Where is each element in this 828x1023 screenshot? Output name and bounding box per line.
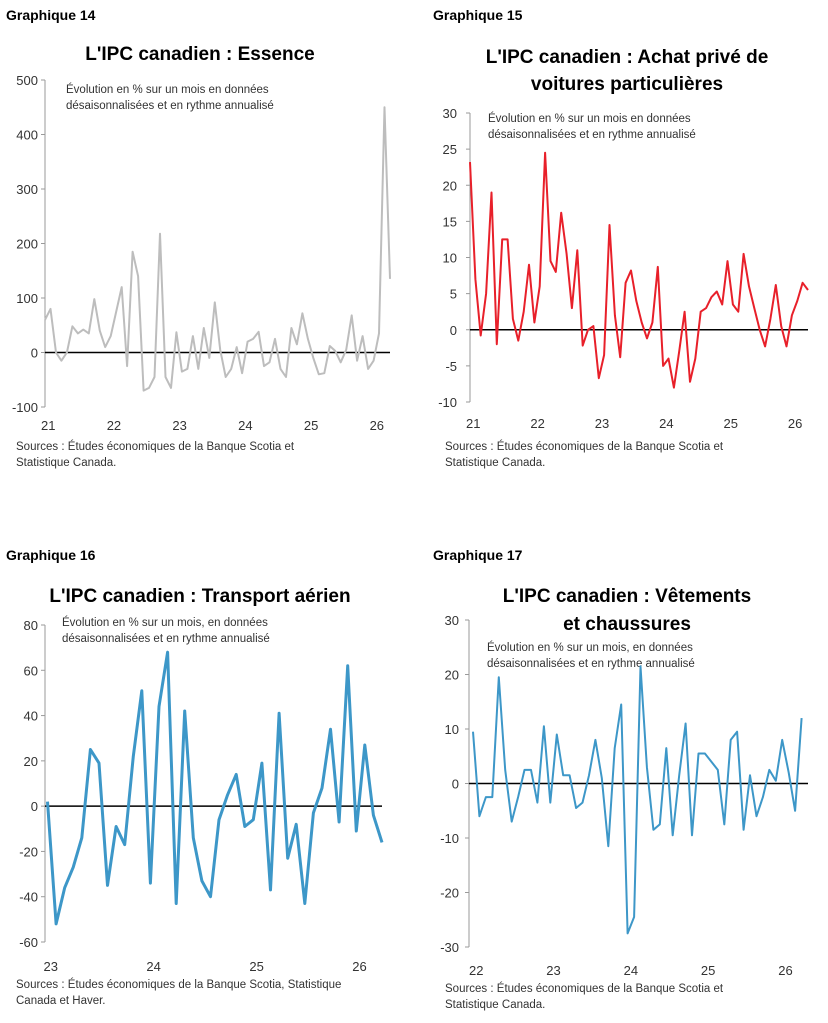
y-tick-label: -40	[19, 890, 38, 905]
x-tick-label: 21	[41, 418, 55, 433]
x-tick-label: 22	[530, 416, 544, 431]
x-tick-label: 25	[724, 416, 738, 431]
source-note: Sources : Études économiques de la Banqu…	[445, 440, 724, 453]
y-tick-label: 200	[16, 237, 38, 252]
chart-title: L'IPC canadien : Essence	[85, 44, 314, 65]
y-tick-label: 10	[445, 722, 459, 737]
x-tick-label: 25	[249, 959, 263, 974]
x-tick-label: 23	[546, 963, 560, 978]
x-tick-label: 25	[304, 418, 318, 433]
x-tick-label: 26	[370, 418, 384, 433]
chart-panel-1: Graphique 14 L'IPC canadien : Essence Évol…	[6, 7, 391, 469]
chart-title: L'IPC canadien : Achat privé de	[486, 47, 769, 68]
panel-label: Graphique 15	[433, 7, 523, 23]
series-line	[44, 106, 391, 392]
panel-label: Graphique 16	[6, 547, 96, 563]
x-tick-label: 22	[107, 418, 121, 433]
y-tick-label: 20	[24, 754, 38, 769]
y-tick-label: -10	[440, 831, 459, 846]
chart-title: voitures particulières	[531, 74, 723, 95]
y-tick-label: 0	[31, 799, 38, 814]
y-tick-label: -100	[12, 400, 38, 415]
source-note: Sources : Études économiques de la Banqu…	[16, 440, 295, 453]
chart-subtitle: désaisonnalisées et en rythme annualisé	[488, 129, 696, 141]
x-tick-label: 24	[659, 416, 673, 431]
x-tick-label: 26	[778, 963, 792, 978]
series-line	[46, 650, 384, 926]
y-tick-label: 0	[31, 346, 38, 361]
y-tick-label: -20	[440, 886, 459, 901]
y-tick-label: -30	[440, 940, 459, 955]
chart-subtitle: désaisonnalisées et en rythme annualisé	[66, 100, 274, 112]
x-tick-label: 24	[624, 963, 638, 978]
x-tick-label: 23	[44, 959, 58, 974]
chart-subtitle: Évolution en % sur un mois, en données	[487, 641, 693, 654]
chart-title: L'IPC canadien : Vêtements	[503, 586, 751, 607]
x-tick-label: 24	[238, 418, 252, 433]
chart-panel-2: Graphique 15 L'IPC canadien : Achat privé…	[433, 7, 809, 469]
y-tick-label: 0	[450, 323, 457, 338]
chart-subtitle: Évolution en % sur un mois, en données	[62, 616, 268, 629]
y-tick-label: 10	[443, 251, 457, 266]
panel-label: Graphique 14	[6, 7, 96, 23]
source-note: Statistique Canada.	[16, 457, 116, 469]
chart-subtitle: Évolution en % sur un mois en données	[66, 83, 269, 96]
y-tick-label: 25	[443, 142, 457, 157]
y-tick-label: 30	[445, 613, 459, 628]
series-line	[469, 151, 809, 389]
y-tick-label: 30	[443, 106, 457, 121]
y-tick-label: -10	[438, 395, 457, 410]
y-tick-label: 60	[24, 663, 38, 678]
x-tick-label: 24	[146, 959, 160, 974]
x-tick-label: 23	[172, 418, 186, 433]
y-tick-label: 40	[24, 709, 38, 724]
chart-title: L'IPC canadien : Transport aérien	[49, 586, 350, 607]
chart-title: et chaussures	[563, 614, 691, 635]
chart-panel-3: Graphique 16 L'IPC canadien : Transport a…	[6, 547, 384, 1007]
panel-label: Graphique 17	[433, 547, 523, 563]
y-tick-label: 20	[445, 668, 459, 683]
y-tick-label: 100	[16, 291, 38, 306]
x-tick-label: 22	[469, 963, 483, 978]
chart-panel-4: Graphique 17 L'IPC canadien : Vêtements et…	[433, 547, 808, 1011]
series-line	[472, 665, 803, 935]
x-tick-label: 23	[595, 416, 609, 431]
source-note: Sources : Études économiques de la Banqu…	[16, 978, 341, 991]
y-tick-label: -60	[19, 935, 38, 950]
source-note: Canada et Haver.	[16, 995, 106, 1007]
y-tick-label: 500	[16, 73, 38, 88]
x-tick-label: 21	[466, 416, 480, 431]
y-tick-label: 300	[16, 182, 38, 197]
x-tick-label: 26	[352, 959, 366, 974]
chart-subtitle: Évolution en % sur un mois en données	[488, 112, 691, 125]
y-tick-label: 5	[450, 287, 457, 302]
y-tick-label: -20	[19, 844, 38, 859]
y-tick-label: -5	[445, 359, 457, 374]
chart-subtitle: désaisonnalisées et en rythme annualisé	[62, 633, 270, 645]
x-tick-label: 25	[701, 963, 715, 978]
source-note: Sources : Études économiques de la Banqu…	[445, 982, 724, 995]
y-tick-label: 80	[24, 618, 38, 633]
y-tick-label: 0	[452, 777, 459, 792]
y-tick-label: 15	[443, 214, 457, 229]
source-note: Statistique Canada.	[445, 999, 545, 1011]
x-tick-label: 26	[788, 416, 802, 431]
source-note: Statistique Canada.	[445, 457, 545, 469]
y-tick-label: 400	[16, 128, 38, 143]
chart-subtitle: désaisonnalisées et en rythme annualisé	[487, 658, 695, 670]
y-tick-label: 20	[443, 178, 457, 193]
